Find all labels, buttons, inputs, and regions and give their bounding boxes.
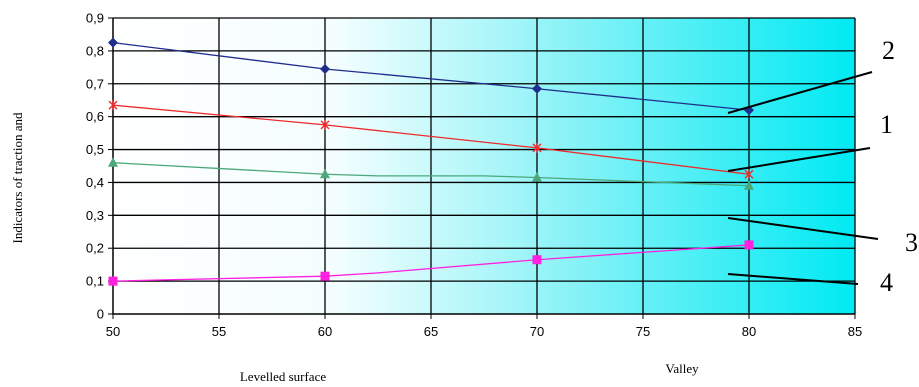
- data-point-3-4: [532, 172, 542, 182]
- plot-area: [113, 18, 855, 314]
- x-tick-label-7: 85: [848, 324, 862, 339]
- callout-label-1: 1: [880, 110, 893, 139]
- x-tick-label-4: 70: [530, 324, 544, 339]
- series-line-3: [112, 162, 750, 187]
- y-axis-title: Indicators of traction and: [10, 112, 25, 244]
- x-tick-label-3: 65: [424, 324, 438, 339]
- series-layer: [108, 37, 754, 286]
- y-tick-label-9: 0,9: [86, 11, 104, 26]
- x-tick-label-2: 60: [318, 324, 332, 339]
- x-tick-label-1: 55: [212, 324, 226, 339]
- data-point-2-2: [532, 83, 542, 94]
- series-3: [108, 157, 754, 190]
- data-point-4-3: [532, 255, 542, 265]
- y-tick-label-5: 0,5: [86, 142, 104, 157]
- y-tick-label-3: 0,3: [86, 208, 104, 223]
- x-tick-label-5: 75: [636, 324, 650, 339]
- data-point-1-3: [744, 169, 754, 180]
- series-line-1: [112, 104, 750, 175]
- data-point-2-1: [320, 63, 330, 74]
- y-tick-label-7: 0,7: [86, 76, 104, 91]
- y-tick-label-2: 0,2: [86, 241, 104, 256]
- callout-line-3: [727, 217, 879, 240]
- x-tick-label-6: 80: [742, 324, 756, 339]
- data-point-3-1: [320, 168, 330, 179]
- tick-labels: 0 0,1 0,2 0,3 0,4 0,5 0,6 0,7 0,8 0,9 50 55 60 65 70 75…: [86, 11, 862, 340]
- series-line-4: [112, 244, 750, 282]
- series-1: [108, 100, 754, 180]
- data-point-4-0: [108, 276, 118, 286]
- data-point-1-0: [108, 100, 118, 111]
- callout-label-4: 4: [880, 268, 893, 297]
- callout-label-2: 2: [882, 36, 895, 65]
- y-tick-label-6: 0,6: [86, 109, 104, 124]
- y-tick-label-4: 0,4: [86, 175, 104, 190]
- series-4: [108, 240, 754, 286]
- callout-lines: [727, 71, 879, 285]
- series-line-2: [112, 42, 750, 111]
- callout-line-2: [727, 71, 873, 114]
- x-axis-title-left: Levelled surface: [240, 369, 326, 384]
- series-2: [108, 37, 754, 116]
- data-point-3-0: [108, 157, 118, 167]
- callout-line-1: [727, 147, 871, 172]
- data-point-4-4: [744, 240, 754, 250]
- y-tick-label-1: 0,1: [86, 274, 104, 289]
- x-axis-title-right: Valley: [665, 361, 699, 376]
- x-tick-label-0: 50: [106, 324, 120, 339]
- data-point-1-1: [320, 119, 330, 130]
- data-point-2-0: [108, 37, 118, 48]
- data-point-3-5: [744, 180, 754, 190]
- data-point-4-1: [320, 271, 330, 281]
- callout-line-4: [727, 273, 859, 285]
- y-tick-label-0: 0: [97, 307, 104, 322]
- data-point-1-2: [532, 142, 542, 153]
- y-tick-label-8: 0,8: [86, 43, 104, 58]
- callout-label-3: 3: [905, 228, 918, 257]
